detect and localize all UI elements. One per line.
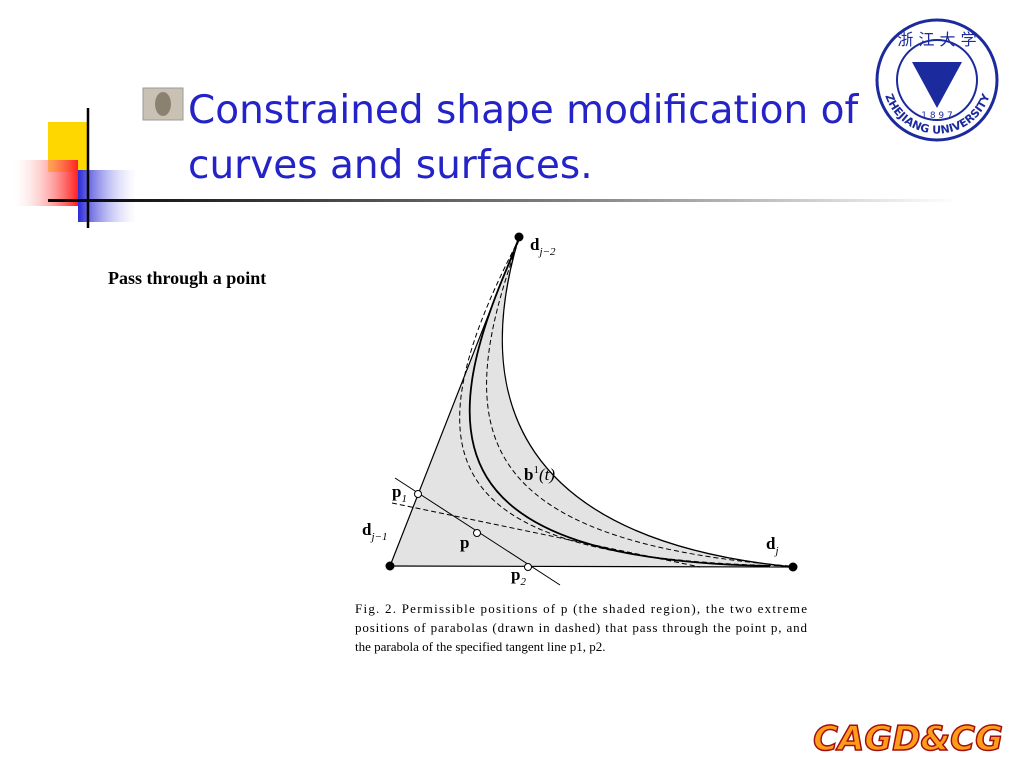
- deco-red: [14, 160, 78, 206]
- deco-blue: [78, 170, 136, 222]
- bullet-icon-figure: [155, 92, 171, 116]
- label-sub: j: [773, 545, 778, 557]
- label-main: p: [511, 565, 520, 584]
- label-sup: 1: [533, 464, 539, 476]
- curve-b1: [501, 236, 794, 568]
- footer: CAGD&CG: [813, 719, 1003, 759]
- deco-hline: [48, 199, 958, 202]
- label-sub: 1: [401, 493, 407, 505]
- label-main: p: [392, 482, 401, 501]
- label-main: d: [766, 534, 776, 553]
- label-main: p: [460, 533, 469, 552]
- label-rest: (t): [539, 465, 555, 484]
- edge: [389, 565, 794, 568]
- point: [514, 232, 524, 242]
- caption-line: positions of parabolas (drawn in dashed)…: [355, 620, 807, 635]
- shaded-region: [390, 237, 793, 567]
- label-main: d: [530, 235, 540, 254]
- figure-label: b1(t): [524, 464, 555, 484]
- point-open: [414, 490, 422, 498]
- figure-label: dj: [766, 534, 779, 557]
- point: [385, 561, 395, 571]
- title-line: curves and surfaces.: [188, 143, 593, 188]
- label-sub: j−2: [537, 246, 555, 258]
- label-sub: 2: [520, 576, 526, 588]
- subheading: Pass through a point: [108, 268, 266, 288]
- point-open: [473, 529, 481, 537]
- caption-line: Fig. 2. Permissible positions of p (the …: [355, 601, 807, 616]
- figure-label: p1: [392, 482, 407, 505]
- figure-label: dj−1: [362, 520, 387, 543]
- label-sub: j−1: [369, 531, 387, 543]
- figure-label: p2: [511, 565, 526, 588]
- label-main: d: [362, 520, 372, 539]
- point-open: [524, 563, 532, 571]
- logo-chinese: 浙 江 大 学: [897, 30, 976, 49]
- point: [788, 562, 798, 572]
- curve-dashed: [486, 239, 791, 567]
- label-main: b: [524, 465, 533, 484]
- curve-dashed: [459, 244, 791, 567]
- figure-label: p: [460, 533, 469, 552]
- title-line: Constrained shape modification of: [188, 88, 859, 133]
- figure: [385, 232, 798, 586]
- figure-label: dj−2: [530, 235, 556, 258]
- logo-year: 1 8 9 7: [921, 111, 953, 121]
- dashed-line: [391, 502, 701, 568]
- caption-line: the parabola of the specified tangent li…: [355, 639, 606, 654]
- logo: 浙 江 大 学 1 8 9 7 ZHEJIANG UNIVERSITY: [875, 18, 999, 142]
